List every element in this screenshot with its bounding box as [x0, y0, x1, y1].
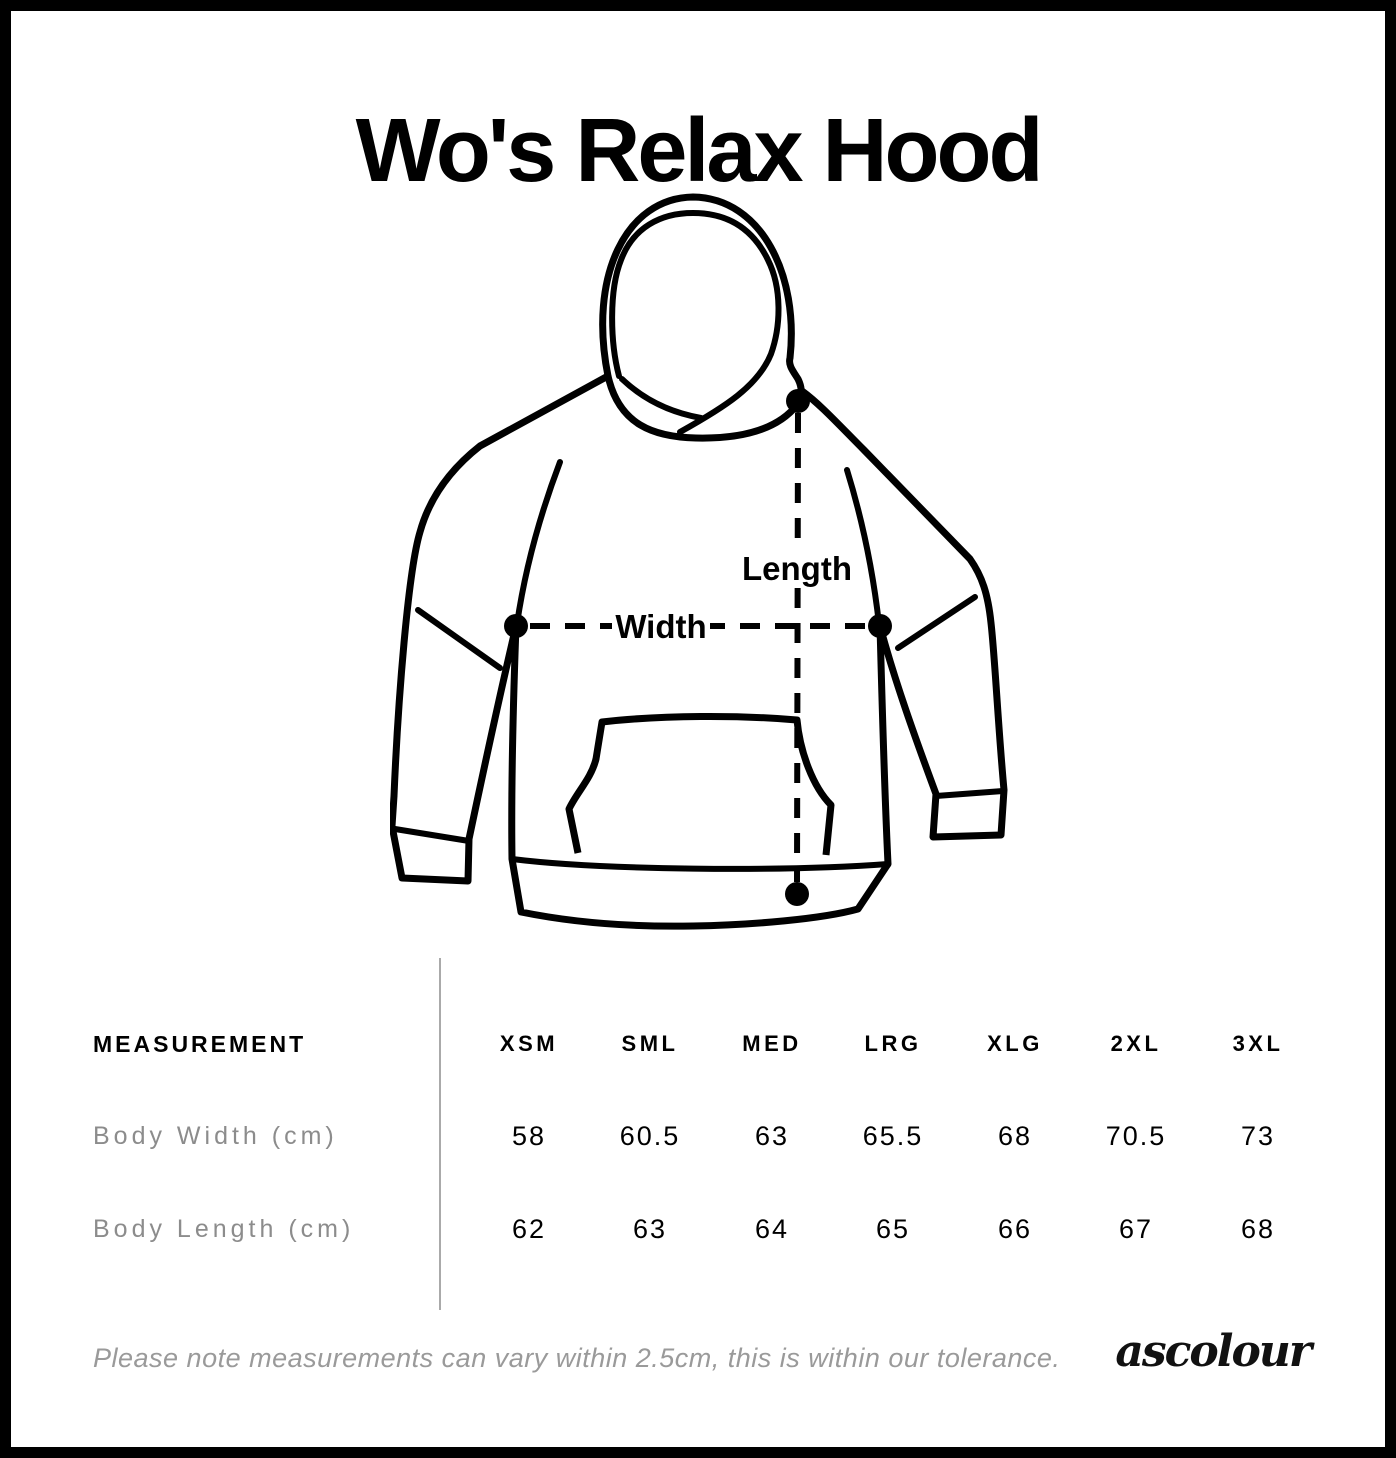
size-col-header-med: MED	[742, 1031, 802, 1056]
kangaroo-pocket	[565, 712, 835, 856]
right-armhole-seam	[844, 467, 882, 627]
body-length-3xl: 68	[1240, 1214, 1276, 1244]
body-length-lrg: 65	[875, 1214, 911, 1244]
measurement-header: MEASUREMENT	[93, 1031, 307, 1057]
left-armhole-seam	[514, 459, 563, 627]
right-cuff-seam	[933, 788, 1006, 799]
tolerance-note: Please note measurements can vary within…	[93, 1343, 1061, 1373]
size-col-header-3xl: 3XL	[1232, 1031, 1284, 1056]
body-width-xlg: 68	[997, 1121, 1033, 1151]
body-width-3xl: 73	[1240, 1121, 1276, 1151]
body-length-2xl: 67	[1118, 1214, 1154, 1244]
body-width-lrg: 65.5	[862, 1121, 924, 1151]
right-armpit-dot	[868, 614, 892, 638]
hood-inner-line	[609, 210, 782, 435]
body-length-xlg: 66	[997, 1214, 1033, 1244]
body-width-sml: 60.5	[619, 1121, 681, 1151]
body-length-med: 64	[754, 1214, 790, 1244]
size-col-header-2xl: 2XL	[1110, 1031, 1162, 1056]
left-armpit-dot	[504, 614, 528, 638]
page-title: Wo's Relax Hood	[355, 101, 1044, 202]
body-length-sml: 63	[632, 1214, 668, 1244]
size-col-header-xsm: XSM	[499, 1031, 559, 1056]
body-length-xsm: 62	[511, 1214, 547, 1244]
width-label-backplate	[612, 606, 710, 646]
size-col-header-sml: SML	[621, 1031, 679, 1056]
body-width-xsm: 58	[511, 1121, 547, 1151]
hood-outline	[599, 193, 805, 442]
body-width-med: 63	[754, 1121, 790, 1151]
left-underarm-seam	[415, 607, 503, 671]
size-col-header-lrg: LRG	[864, 1031, 922, 1056]
body-width-2xl: 70.5	[1105, 1121, 1167, 1151]
length-label: Length	[742, 550, 852, 587]
hem-seam-line	[509, 856, 891, 872]
hood-front-flap-line	[619, 376, 704, 421]
row-label-body-length: Body Length (cm)	[93, 1215, 355, 1243]
length-measure-line	[794, 412, 801, 883]
left-cuff-seam	[392, 826, 472, 844]
row-label-body-width: Body Width (cm)	[93, 1122, 338, 1150]
size-col-header-xlg: XLG	[987, 1031, 1043, 1056]
hoodie-illustration: Width Length	[388, 193, 1008, 930]
hoodie-diagram: Width Length	[388, 180, 1030, 960]
width-label: Width	[615, 608, 706, 645]
hem-point-dot	[785, 882, 809, 906]
right-underarm-seam	[895, 594, 978, 651]
neck-point-dot	[786, 389, 810, 413]
table-divider	[439, 958, 441, 1310]
length-label-backplate	[742, 548, 852, 588]
ascolour-logo: ascolour	[1115, 1326, 1312, 1377]
